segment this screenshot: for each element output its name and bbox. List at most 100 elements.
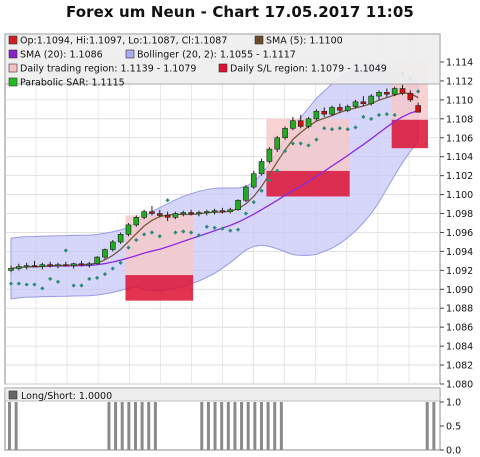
chart-title: Forex um Neun - Chart 17.05.2017 11:05 — [66, 3, 414, 21]
y-tick-label: 1.106 — [446, 133, 473, 144]
sma20-line — [10, 110, 419, 270]
long-short-bar — [206, 402, 210, 450]
sar-point — [306, 143, 311, 148]
candle-body — [313, 110, 320, 120]
y-tick-label: 1.092 — [446, 266, 473, 277]
legend-swatch — [8, 35, 18, 45]
sub-legend-label: Long/Short: 1.0000 — [21, 391, 112, 402]
legend-label: Daily trading region: 1.1139 - 1.1079 — [20, 64, 196, 75]
main-panel: 1.114 1.112 1.110 1.108 1.106 1.104 1.102 1.100… — [4, 33, 473, 391]
long-short-bar — [8, 402, 11, 450]
y-tick-label: 1.088 — [446, 304, 473, 315]
candle-body — [39, 264, 46, 267]
candle-body — [360, 101, 367, 104]
candle-body — [384, 92, 390, 95]
long-short-bar — [14, 402, 18, 450]
y-tick-label: 1.098 — [446, 209, 473, 220]
sar-point — [149, 230, 155, 235]
y-tick-label: 1.104 — [446, 152, 473, 163]
candle-body — [180, 212, 187, 215]
sl-region — [266, 170, 350, 197]
sar-point — [282, 148, 288, 154]
long-short-bar — [127, 402, 131, 450]
legend-label: Bollinger (20, 2): 1.1055 - 1.1117 — [137, 50, 296, 61]
sar-point — [141, 232, 147, 237]
long-short-bar — [226, 402, 230, 450]
sar-point — [173, 230, 178, 235]
candle-body — [141, 211, 147, 218]
long-short-bar — [140, 402, 144, 450]
y-tick-label: 1.084 — [446, 342, 473, 353]
candle-body — [227, 209, 234, 212]
candle-body — [102, 249, 108, 258]
y-tick-label: 1.108 — [446, 114, 473, 125]
long-short-bar — [432, 402, 436, 450]
y-tick-label: 1.112 — [446, 76, 473, 87]
candle-body — [117, 234, 124, 243]
sar-point — [243, 211, 249, 216]
candle-body — [250, 173, 257, 188]
sar-point — [157, 234, 162, 239]
candle-body — [86, 263, 93, 266]
candle-body — [16, 266, 22, 269]
candle-body — [133, 217, 140, 226]
candle-body — [368, 95, 374, 104]
legend-swatch — [125, 49, 135, 59]
legend-swatch — [254, 35, 264, 45]
sar-point — [63, 248, 68, 253]
candle-body — [109, 241, 116, 250]
long-short-bar — [200, 402, 204, 450]
sl-region — [125, 275, 194, 301]
candle-body — [47, 264, 53, 267]
sar-point — [212, 225, 217, 230]
candle-body — [164, 215, 171, 218]
y-tick-label: 1.096 — [446, 228, 473, 239]
long-short-bar — [279, 402, 283, 450]
sar-point — [204, 224, 209, 229]
long-short-bar — [114, 402, 118, 450]
sar-point — [220, 226, 225, 231]
sar-point — [251, 200, 256, 205]
candle-body — [415, 105, 421, 113]
candle-body — [352, 101, 359, 107]
sub-legend-swatch — [8, 390, 18, 400]
long-short-bar — [273, 402, 277, 450]
long-short-bar — [425, 402, 429, 450]
y-tick-label: 1.102 — [446, 171, 473, 182]
candle-body — [266, 148, 273, 162]
long-short-bar — [120, 402, 124, 450]
sar-point — [228, 228, 233, 233]
candle-body — [376, 92, 382, 97]
y-tick-label: 1.100 — [446, 190, 473, 201]
legend-frame — [4, 33, 441, 85]
candle-body — [321, 110, 328, 115]
candle-body — [258, 161, 265, 175]
legend-swatch — [8, 77, 18, 87]
candle-body — [55, 264, 61, 267]
legend-label: SMA (20): 1.1086 — [20, 50, 103, 61]
candle-body — [399, 88, 406, 94]
sub-y-tick-label: 1.0 — [446, 398, 461, 409]
legend-swatch — [218, 63, 228, 73]
sar-point — [165, 198, 170, 203]
y-tick-label: 1.110 — [446, 95, 473, 106]
legend-swatch — [8, 49, 18, 59]
long-short-bar — [107, 402, 111, 450]
long-short-bar — [220, 402, 224, 450]
candle-body — [290, 120, 296, 129]
candle-body — [8, 268, 14, 271]
candle-body — [329, 107, 335, 115]
candle-body — [407, 92, 414, 101]
y-tick-label: 1.086 — [446, 323, 473, 334]
sub-panel: Long/Short: 1.0000 1.0 0.5 0.0 — [4, 387, 461, 457]
sar-point — [259, 188, 264, 193]
sar-point — [181, 229, 186, 234]
y-tick-label: 1.082 — [446, 361, 473, 372]
sar-point — [134, 237, 139, 243]
long-short-bar — [147, 402, 151, 450]
sl-region — [391, 119, 428, 149]
sar-point — [267, 178, 272, 183]
legend-label: Op:1.1094, Hi:1.1097, Lo:1.1087, Cl:1.10… — [20, 36, 227, 47]
long-short-bar — [240, 402, 244, 450]
